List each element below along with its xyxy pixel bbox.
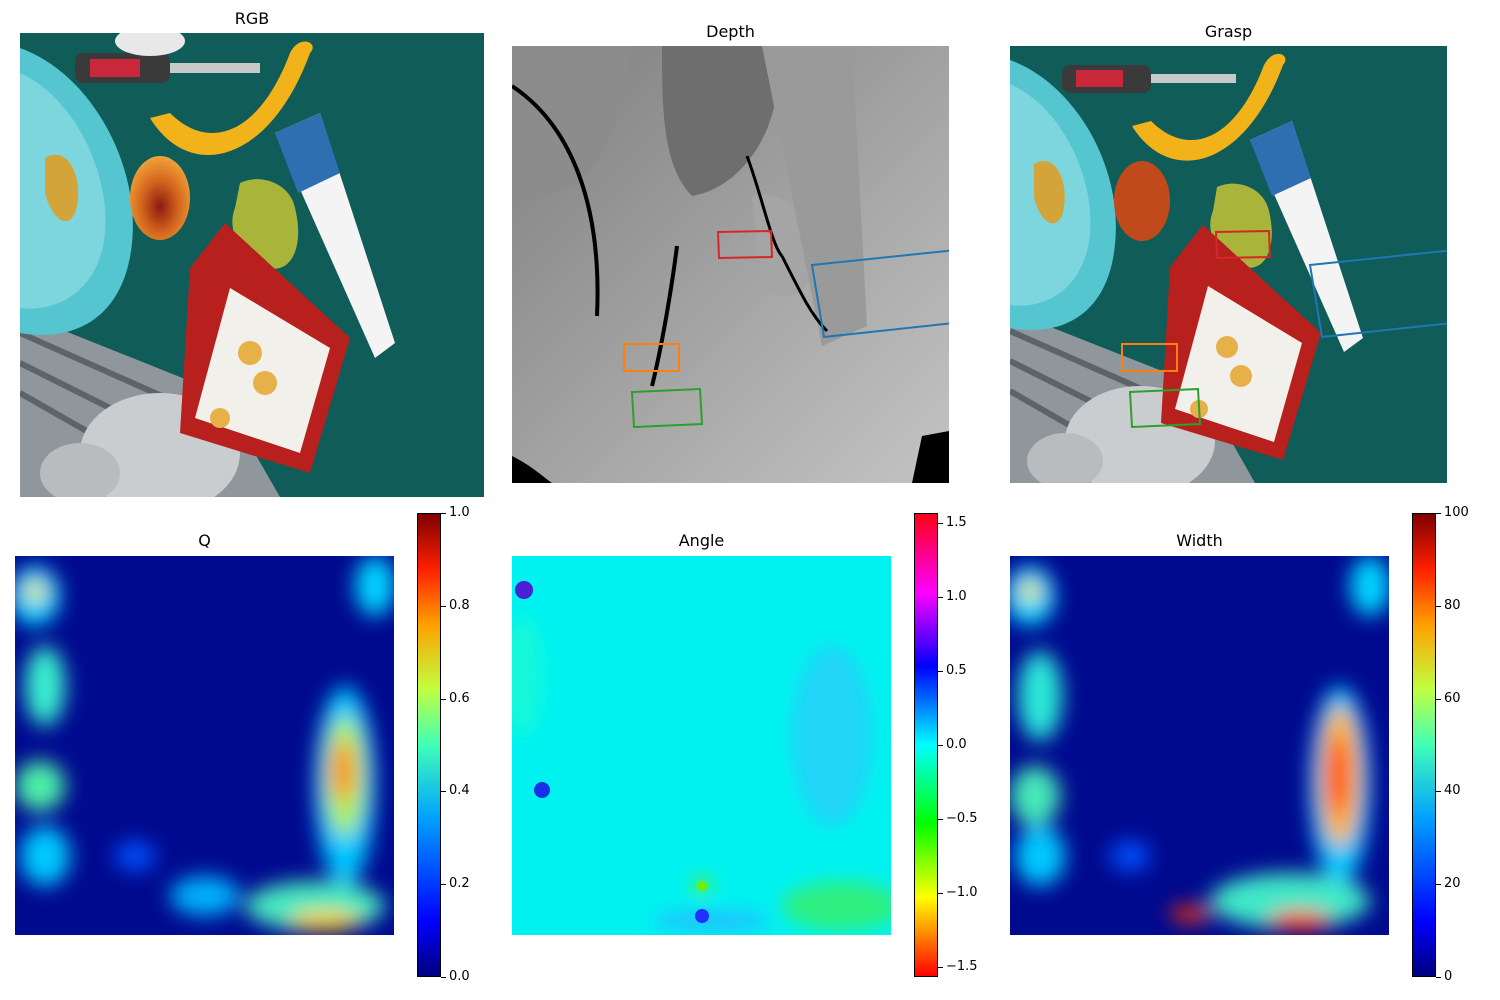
colorbar-tick-label: 20 <box>1444 876 1461 891</box>
colorbar-tick-mark <box>441 513 446 514</box>
grasp-box-blue <box>810 249 949 339</box>
colorbar-tick-mark <box>938 819 943 820</box>
colorbar-tick-mark <box>441 791 446 792</box>
colorbar-tick-label: 60 <box>1444 691 1461 706</box>
colorbar-tick-mark <box>1436 699 1441 700</box>
colorbar-tick-mark <box>1436 884 1441 885</box>
colorbar-tick-label: 0.8 <box>449 598 470 613</box>
grasp-box-red <box>716 229 774 260</box>
grasp-box-green <box>630 387 704 429</box>
colorbar-tick-mark <box>938 671 943 672</box>
q-title: Q <box>198 531 211 550</box>
colorbar-tick-mark <box>441 884 446 885</box>
grasp-box-blue <box>1308 249 1447 339</box>
rgb-image <box>20 33 484 497</box>
angle-title: Angle <box>678 531 725 550</box>
angle-heatmap <box>512 556 891 935</box>
colorbar-tick-label: 0.6 <box>449 691 470 706</box>
grasp-box-orange <box>1121 343 1178 372</box>
colorbar-tick-label: 0.0 <box>449 969 470 984</box>
colorbar-tick-mark <box>938 967 943 968</box>
colorbar-tick-label: 0.0 <box>946 737 967 752</box>
colorbar-tick-label: 0.2 <box>449 876 470 891</box>
colorbar-tick-mark <box>938 597 943 598</box>
colorbar-tick-label: 1.5 <box>946 515 967 530</box>
colorbar-tick-label: −1.5 <box>946 959 978 974</box>
colorbar-tick-label: −1.0 <box>946 885 978 900</box>
colorbar-tick-label: 100 <box>1444 505 1469 520</box>
colorbar-tick-mark <box>938 745 943 746</box>
grasp-image <box>1010 46 1447 483</box>
grasp-box-green <box>1128 387 1202 429</box>
colorbar-tick-label: 0 <box>1444 969 1453 984</box>
colorbar-tick-label: 1.0 <box>946 589 967 604</box>
q-heatmap <box>15 556 394 935</box>
rgb-title: RGB <box>234 9 270 28</box>
width-title: Width <box>1176 531 1223 550</box>
colorbar-tick-label: 0.4 <box>449 783 470 798</box>
colorbar-tick-mark <box>1436 977 1441 978</box>
colorbar-tick-label: 1.0 <box>449 505 470 520</box>
depth-title: Depth <box>706 22 755 41</box>
colorbar-tick-label: −0.5 <box>946 811 978 826</box>
width-heatmap <box>1010 556 1389 935</box>
colorbar-tick-mark <box>938 523 943 524</box>
depth-image <box>512 46 949 483</box>
colorbar-tick-mark <box>1436 513 1441 514</box>
angle-colorbar <box>914 513 938 977</box>
colorbar-tick-label: 40 <box>1444 783 1461 798</box>
colorbar-tick-mark <box>1436 606 1441 607</box>
colorbar-tick-mark <box>441 977 446 978</box>
colorbar-tick-mark <box>938 893 943 894</box>
colorbar-tick-mark <box>1436 791 1441 792</box>
grasp-box-red <box>1214 229 1272 260</box>
colorbar-tick-label: 80 <box>1444 598 1461 613</box>
colorbar-tick-mark <box>441 699 446 700</box>
q-colorbar <box>417 513 441 977</box>
colorbar-tick-label: 0.5 <box>946 663 967 678</box>
colorbar-tick-mark <box>441 606 446 607</box>
grasp-box-orange <box>623 343 680 372</box>
width-colorbar <box>1412 513 1436 977</box>
grasp-title: Grasp <box>1204 22 1253 41</box>
